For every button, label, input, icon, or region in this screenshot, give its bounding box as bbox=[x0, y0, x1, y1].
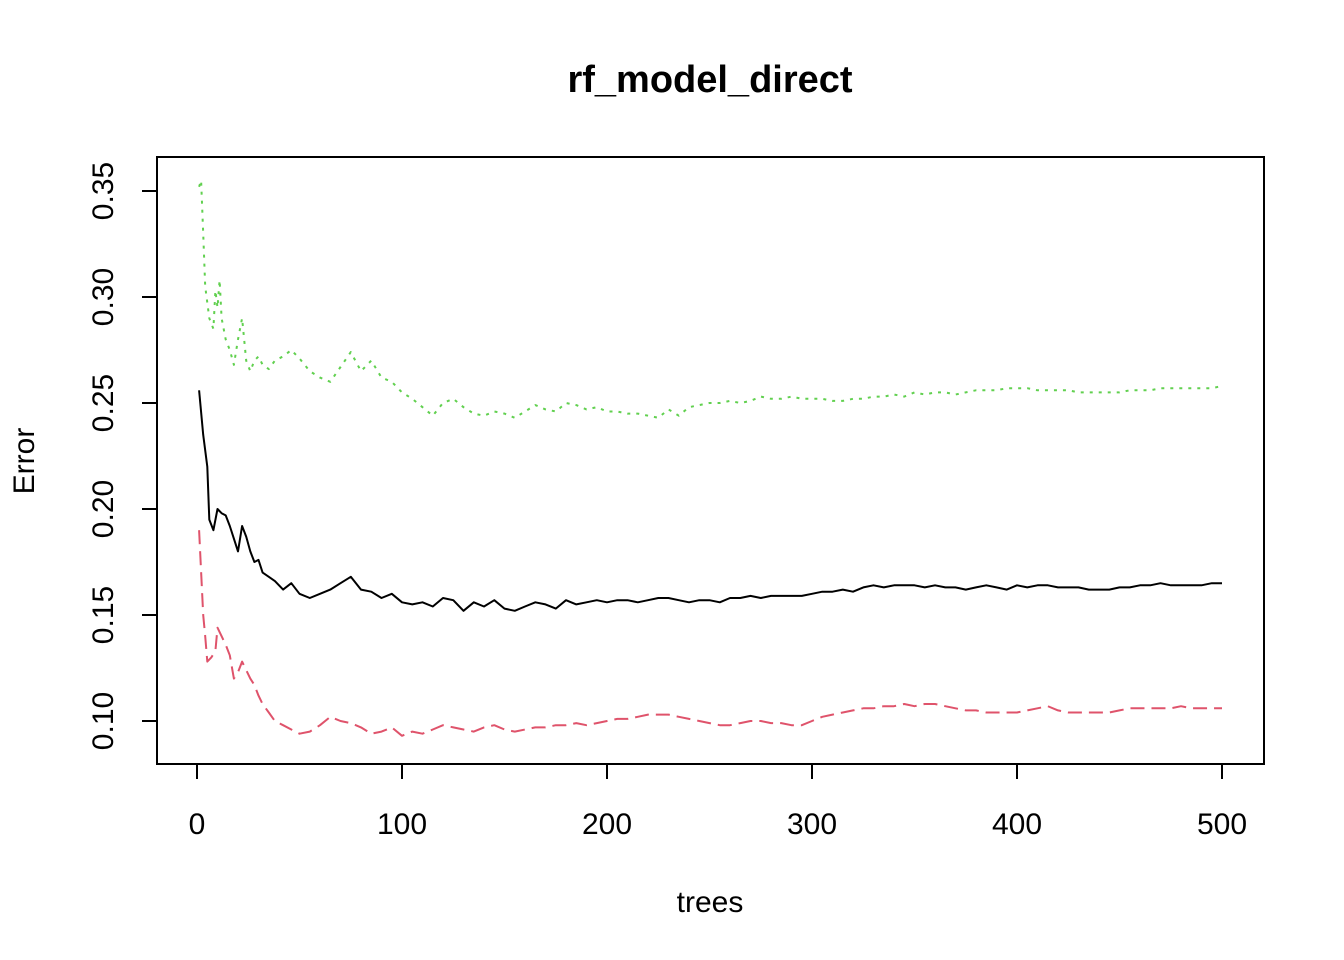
series-line-oob bbox=[198, 390, 1222, 612]
x-tick-label: 300 bbox=[787, 808, 837, 841]
y-tick-label: 0.35 bbox=[87, 162, 120, 220]
x-tick-label: 500 bbox=[1197, 808, 1247, 841]
x-axis: 0 100 200 300 400 500 bbox=[189, 763, 1247, 841]
x-tick-label: 400 bbox=[992, 808, 1042, 841]
x-tick-label: 0 bbox=[189, 808, 206, 841]
plot-frame bbox=[156, 156, 1265, 765]
y-tick-label: 0.25 bbox=[87, 374, 120, 432]
x-tick-label: 100 bbox=[377, 808, 427, 841]
y-axis-label: Error bbox=[8, 428, 41, 495]
y-axis: 0.10 0.15 0.20 0.25 0.30 0.35 bbox=[87, 162, 158, 750]
y-tick-label: 0.10 bbox=[87, 692, 120, 750]
x-tick-label: 200 bbox=[582, 808, 632, 841]
series-line-class1 bbox=[198, 530, 1222, 737]
chart-title: rf_model_direct bbox=[567, 59, 852, 101]
y-tick-label: 0.30 bbox=[87, 268, 120, 326]
series-line-class2 bbox=[198, 179, 1223, 419]
x-axis-label: trees bbox=[677, 886, 744, 919]
y-tick-label: 0.15 bbox=[87, 586, 120, 644]
y-tick-label: 0.20 bbox=[87, 480, 120, 538]
series-layer bbox=[198, 179, 1223, 737]
